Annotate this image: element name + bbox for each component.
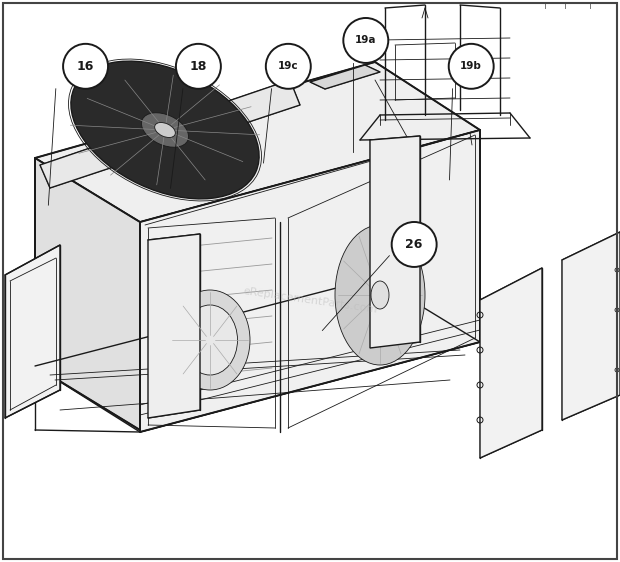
Ellipse shape (170, 290, 250, 390)
Polygon shape (370, 136, 420, 348)
Polygon shape (5, 245, 60, 418)
Ellipse shape (71, 61, 259, 199)
Polygon shape (35, 158, 140, 430)
Polygon shape (140, 130, 480, 432)
Ellipse shape (154, 123, 175, 138)
Polygon shape (148, 234, 200, 418)
Polygon shape (35, 62, 480, 222)
Text: 19c: 19c (278, 61, 299, 71)
Polygon shape (310, 65, 380, 89)
Ellipse shape (141, 113, 188, 147)
Text: 26: 26 (405, 238, 423, 251)
Circle shape (63, 44, 108, 89)
Circle shape (266, 44, 311, 89)
Ellipse shape (371, 281, 389, 309)
Polygon shape (480, 268, 542, 458)
Text: 16: 16 (77, 60, 94, 73)
Circle shape (449, 44, 494, 89)
Ellipse shape (182, 305, 237, 375)
Text: eReplacementParts.com: eReplacementParts.com (242, 285, 378, 314)
Polygon shape (40, 80, 300, 188)
Text: 18: 18 (190, 60, 207, 73)
Circle shape (176, 44, 221, 89)
Text: 19a: 19a (355, 35, 376, 46)
Text: 19b: 19b (460, 61, 482, 71)
Circle shape (343, 18, 388, 63)
Ellipse shape (335, 225, 425, 365)
Polygon shape (562, 232, 620, 420)
Circle shape (392, 222, 436, 267)
Polygon shape (35, 278, 480, 432)
